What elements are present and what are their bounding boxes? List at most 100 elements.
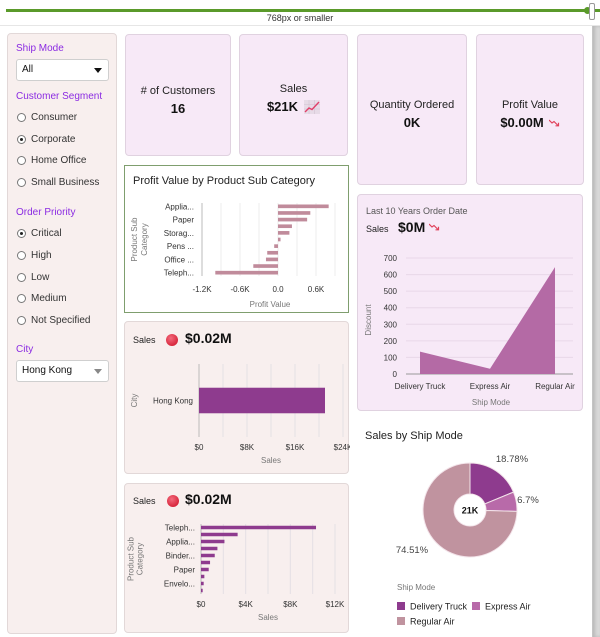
sales-by-city-chart-panel[interactable]: Sales $0.02M Hong Kong $0 $8K $16K $24K Sales…	[124, 321, 350, 474]
category-label: Storag...	[164, 229, 194, 238]
sales-label: Sales	[133, 335, 156, 345]
radio-checked-icon	[17, 135, 26, 144]
slice-percent-label: 6.7%	[517, 495, 539, 506]
x-axis-title: Sales	[261, 456, 281, 465]
discount-by-ship-mode-chart-panel[interactable]: Last 10 Years Order Date Sales $0M 0 100 2…	[357, 194, 583, 411]
radio-circle-icon	[17, 156, 26, 165]
y-tick-label: 300	[384, 320, 398, 329]
legend-label: Express Air	[485, 602, 531, 612]
trend-down-icon	[548, 119, 559, 126]
legend-swatch	[397, 602, 405, 610]
city-select[interactable]: Hong Kong	[16, 360, 109, 382]
kpi-card-profit-value[interactable]: Profit Value $0.00M	[476, 34, 584, 185]
radio-label: Low	[31, 272, 50, 283]
trend-up-icon	[304, 99, 321, 114]
radio-home-office[interactable]: Home Office	[17, 155, 86, 166]
ship-mode-select[interactable]: All	[16, 59, 109, 81]
profit-by-subcategory-chart-panel[interactable]: Profit Value by Product Sub Category App…	[124, 165, 349, 313]
radio-circle-icon	[17, 251, 26, 260]
bar	[274, 244, 278, 248]
slice-percent-label: 18.78%	[496, 454, 529, 465]
radio-consumer[interactable]: Consumer	[17, 112, 77, 123]
y-axis-title: Category	[136, 543, 145, 575]
bar	[201, 553, 215, 558]
x-axis-title: Sales	[258, 613, 278, 622]
x-tick-label: $16K	[286, 443, 305, 452]
kpi-card-customers[interactable]: # of Customers 16	[125, 34, 231, 156]
donut-hole	[454, 494, 486, 526]
x-tick-label: Delivery Truck	[395, 382, 447, 391]
sales-by-subcategory-chart-panel[interactable]: Sales $0.02M Teleph... Applia... Binder...…	[124, 483, 349, 633]
radio-label: Consumer	[31, 112, 78, 123]
city-bar-chart: Hong Kong $0 $8K $16K $24K Sales City	[130, 364, 350, 465]
bar	[201, 532, 238, 537]
y-axis-title: Category	[140, 223, 149, 255]
bar	[201, 539, 225, 544]
bar	[201, 588, 203, 593]
kpi-title: Profit Value	[501, 99, 559, 111]
subcategory-bar-chart: Teleph... Applia... Binder... Paper Envelo..…	[127, 524, 346, 623]
y-tick-label: 200	[384, 337, 398, 346]
city-filter-title: City	[16, 344, 34, 355]
radio-circle-icon	[17, 294, 26, 303]
sales-label: Sales	[366, 224, 389, 234]
radio-label: Not Specified	[31, 315, 91, 326]
kpi-title: # of Customers	[140, 85, 216, 97]
y-axis-title: Product Sub	[127, 536, 136, 581]
chart-subtitle: Last 10 Years Order Date	[366, 206, 468, 216]
bar	[201, 525, 317, 530]
chevron-down-icon	[94, 68, 102, 73]
radio-label: Small Business	[31, 177, 100, 188]
x-tick-label: $0	[197, 600, 206, 609]
radio-label: Corporate	[31, 134, 76, 145]
y-tick-label: 100	[384, 353, 398, 362]
category-label: Binder...	[166, 552, 195, 561]
radio-medium[interactable]: Medium	[17, 293, 67, 304]
y-tick-label: 0	[393, 370, 398, 379]
order-priority-filter-title: Order Priority	[16, 207, 76, 218]
sales-label: Sales	[133, 496, 156, 506]
kpi-card-sales[interactable]: Sales $21K	[239, 34, 348, 156]
kpi-title: Sales	[279, 83, 308, 95]
width-slider-track[interactable]	[6, 9, 588, 12]
legend-swatch	[397, 617, 405, 625]
ship-mode-selected-value: All	[22, 64, 34, 75]
y-axis-title: Discount	[364, 304, 373, 336]
category-label: Office ...	[164, 255, 194, 264]
x-tick-label: $4K	[239, 600, 254, 609]
radio-not-specified[interactable]: Not Specified	[17, 315, 90, 326]
radio-circle-icon	[17, 113, 26, 122]
x-tick-label: $0	[195, 443, 204, 452]
status-red-dot-icon	[167, 495, 179, 507]
category-label: Hong Kong	[153, 397, 193, 406]
radio-critical[interactable]: Critical	[17, 228, 62, 239]
legend-label: Regular Air	[410, 617, 455, 627]
kpi-card-quantity-ordered[interactable]: Quantity Ordered 0K	[357, 34, 467, 185]
trend-down-icon	[429, 223, 440, 231]
width-slider-marker	[584, 7, 591, 14]
sales-by-ship-mode-section: Sales by Ship Mode 21K 18.78% 6.7% 74.51% Sh…	[357, 420, 583, 635]
kpi-title: Quantity Ordered	[369, 99, 455, 111]
breakpoint-label: 768px or smaller	[266, 13, 334, 23]
radio-label: Home Office	[31, 155, 87, 166]
radio-high[interactable]: High	[17, 250, 52, 261]
bar	[253, 264, 278, 268]
radio-low[interactable]: Low	[17, 272, 49, 283]
area-series	[420, 267, 555, 374]
kpi-value: $0.00M	[500, 115, 544, 130]
radio-label: Medium	[31, 293, 67, 304]
x-tick-label: 0.0	[272, 285, 284, 294]
category-label: Paper	[173, 216, 195, 225]
radio-circle-icon	[17, 316, 26, 325]
radio-checked-icon	[17, 229, 26, 238]
bar	[201, 560, 211, 565]
radio-small-business[interactable]: Small Business	[17, 177, 99, 188]
slice-percent-label: 74.51%	[396, 545, 429, 556]
responsive-width-bar: 768px or smaller	[0, 0, 600, 26]
category-label: Pens ...	[167, 242, 194, 251]
y-tick-label: 400	[384, 304, 398, 313]
width-slider-handle[interactable]	[589, 3, 595, 20]
viewport-edge-scrollbar[interactable]	[592, 26, 600, 637]
radio-corporate[interactable]: Corporate	[17, 134, 75, 145]
bar	[201, 567, 209, 572]
